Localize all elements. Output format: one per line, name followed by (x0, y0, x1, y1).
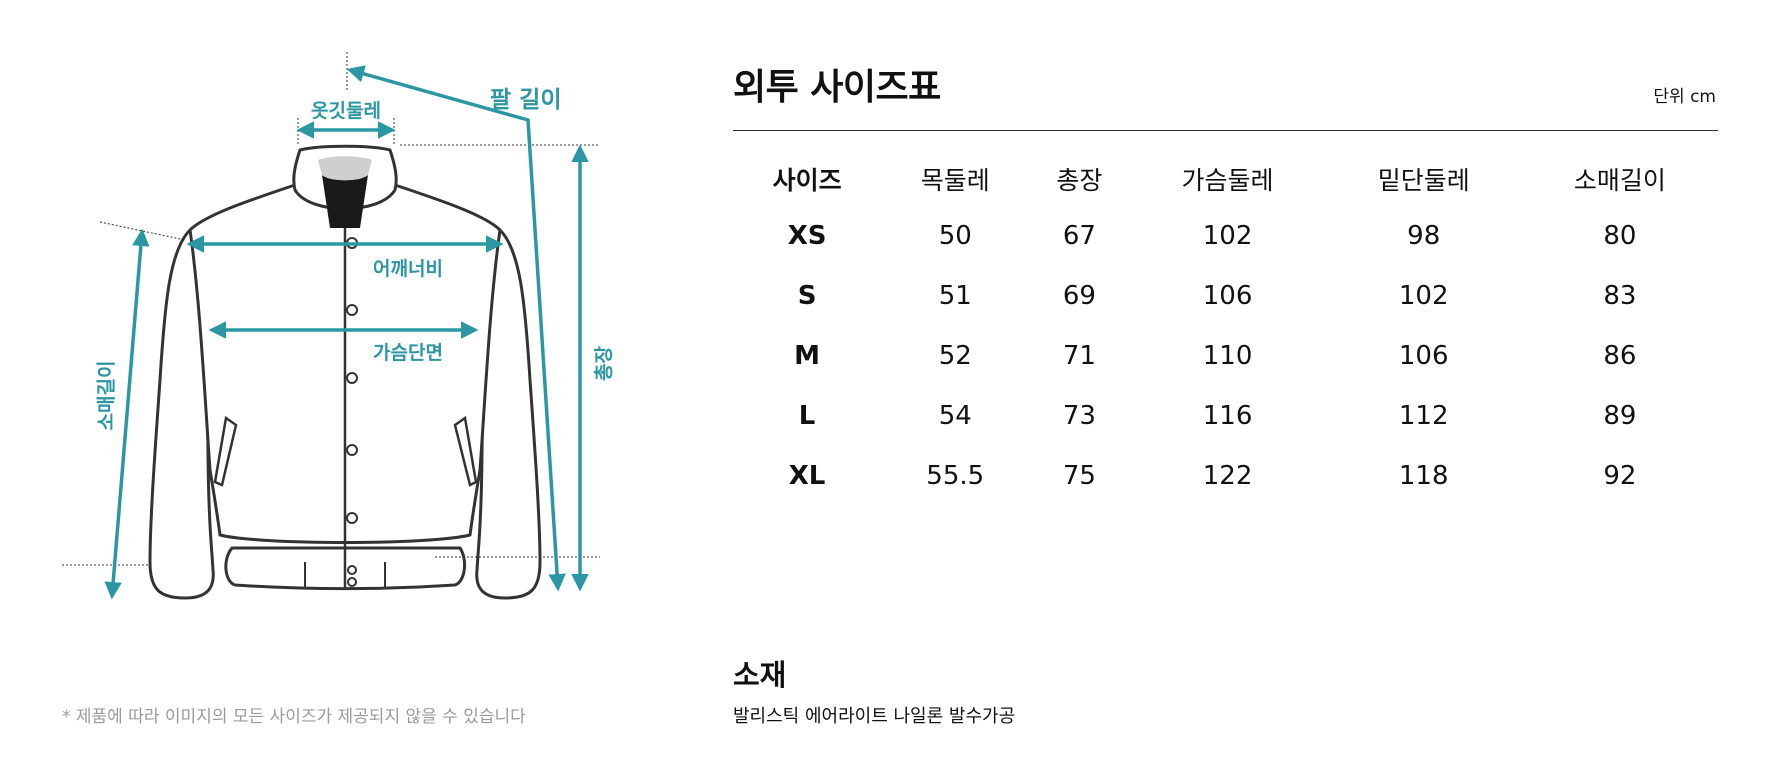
divider (733, 130, 1718, 131)
table-header-row: 사이즈 목둘레 총장 가슴둘레 밑단둘레 소매길이 (733, 152, 1718, 206)
table-cell: 89 (1603, 401, 1637, 431)
header-length: 총장 (1056, 166, 1103, 195)
table-cell: 86 (1603, 341, 1637, 371)
table-cell: 83 (1603, 281, 1637, 311)
table-cell: 106 (1398, 341, 1449, 371)
header-sleeve: 소매길이 (1573, 166, 1666, 195)
table-cell: L (798, 401, 816, 431)
table-cell: 71 (1062, 341, 1096, 371)
table-cell: 80 (1603, 221, 1637, 251)
size-table: 사이즈 목둘레 총장 가슴둘레 밑단둘레 소매길이 XS 50 67 102 9… (733, 152, 1718, 506)
table-row: XL 55.5 75 122 118 92 (733, 446, 1718, 506)
table-cell: XL (788, 461, 826, 491)
collar-label: 옷깃둘레 (311, 100, 381, 122)
table-cell: M (794, 341, 821, 371)
arm-length-label: 팔 길이 (490, 87, 562, 113)
table-cell: 69 (1062, 281, 1096, 311)
table-row: M 52 71 110 106 86 (733, 326, 1718, 386)
table-cell: 106 (1202, 281, 1253, 311)
header-chest: 가슴둘레 (1181, 166, 1274, 195)
table-cell: 67 (1062, 221, 1096, 251)
table-row: L 54 73 116 112 89 (733, 386, 1718, 446)
table-row: S 51 69 106 102 83 (733, 266, 1718, 326)
table-cell: 98 (1407, 221, 1441, 251)
header-neck: 목둘레 (920, 166, 990, 195)
footnote: * 제품에 따라 이미지의 모든 사이즈가 제공되지 않을 수 있습니다 (62, 707, 526, 727)
table-cell: 52 (938, 341, 972, 371)
table-cell: 102 (1202, 221, 1253, 251)
shoulder-label: 어깨너비 (373, 258, 443, 280)
table-cell: XS (787, 221, 827, 251)
measurement-diagram: 옷깃둘레 팔 길이 어깨너비 가슴단면 총장 소매길이 * 제품에 따라 이미지… (0, 0, 700, 782)
table-cell: 75 (1062, 461, 1096, 491)
sleeve-label: 소매길이 (95, 360, 118, 431)
page-title: 외투 사이즈표 (733, 67, 941, 108)
table-cell: 118 (1398, 461, 1449, 491)
material-description: 발리스틱 에어라이트 나일론 발수가공 (733, 706, 1016, 727)
table-cell: 55.5 (926, 461, 985, 491)
unit-label: 단위 cm (1653, 87, 1716, 107)
table-cell: 116 (1202, 401, 1253, 431)
total-length-label: 총장 (592, 346, 615, 381)
header-hem: 밑단둘레 (1377, 166, 1470, 195)
table-row: XS 50 67 102 98 80 (733, 206, 1718, 266)
material-title: 소재 (733, 658, 787, 692)
jacket-illustration (62, 52, 600, 600)
table-cell: 51 (938, 281, 972, 311)
header-size: 사이즈 (772, 166, 842, 195)
table-cell: S (797, 281, 817, 311)
chest-label: 가슴단면 (373, 342, 443, 364)
table-cell: 102 (1398, 281, 1449, 311)
table-cell: 73 (1062, 401, 1096, 431)
table-cell: 50 (938, 221, 972, 251)
table-cell: 110 (1202, 341, 1253, 371)
table-cell: 112 (1398, 401, 1449, 431)
table-cell: 54 (938, 401, 972, 431)
table-cell: 92 (1603, 461, 1637, 491)
table-cell: 122 (1202, 461, 1253, 491)
